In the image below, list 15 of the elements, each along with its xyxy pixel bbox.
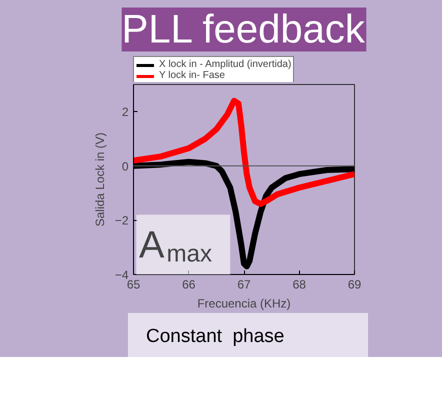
legend-label: X lock in - Amplitud (invertida) [159,59,292,70]
y-tick-label: 0 [122,159,129,174]
x-tick-label: 68 [292,278,306,292]
x-axis-title: Frecuencia (KHz) [197,296,291,310]
legend-label: Y lock in- Fase [159,70,225,81]
y-tick-label: 2 [122,105,129,120]
x-tick-label: 67 [237,278,251,292]
x-tick-label: 65 [126,278,140,292]
text: Constant phase [146,325,284,349]
chart-title: PLL feedback [122,8,366,52]
x-tick-label: 66 [182,278,196,292]
y-tick-label: −2 [114,214,129,228]
y-axis-title: Salida Lock in (V) [92,132,107,227]
y-tick-label: −4 [114,268,129,282]
x-tick-label: 69 [348,278,362,292]
